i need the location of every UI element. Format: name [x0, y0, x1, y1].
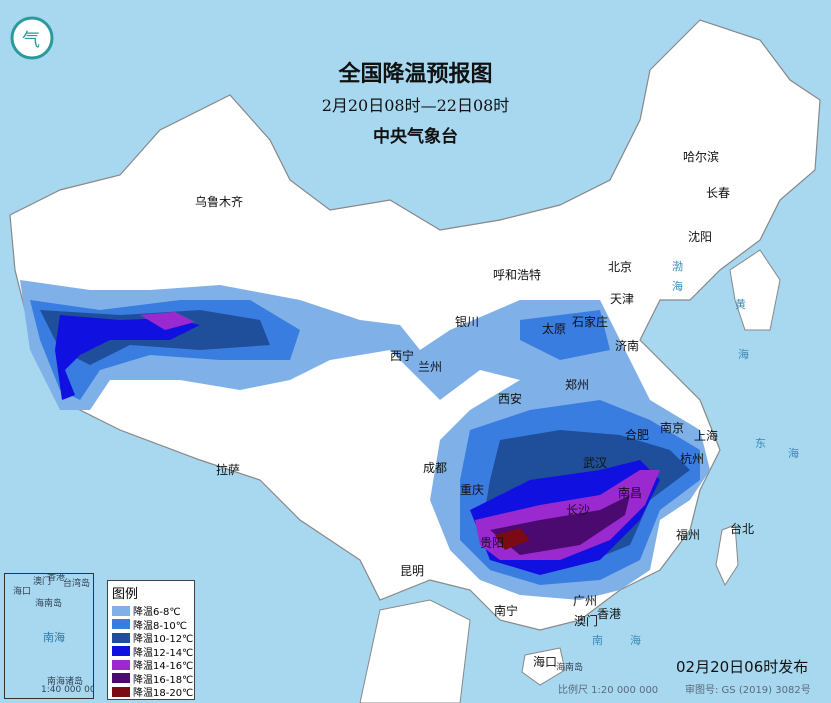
legend-swatch: [112, 673, 130, 684]
city-label: 拉萨: [216, 463, 241, 477]
legend-item: 降温6-8℃: [108, 604, 194, 618]
legend-item: 降温18-20℃: [108, 685, 194, 699]
city-label: 乌鲁木齐: [195, 195, 244, 209]
publish-time: 02月20日06时发布: [676, 658, 809, 676]
legend-swatch: [112, 659, 130, 670]
legend-title: 图例: [112, 587, 139, 602]
inset-label: 南海诸岛: [47, 677, 84, 687]
land-southeast-asia: [359, 599, 471, 703]
city-label: 杭州: [680, 452, 705, 466]
city-label: 昆明: [400, 564, 425, 578]
city-label: 南京: [660, 421, 685, 435]
cooling-12-14: [55, 315, 660, 575]
legend-item: 降温8-10℃: [108, 618, 194, 632]
legend-item: 降温16-18℃: [108, 672, 194, 686]
city-label: 天津: [610, 292, 635, 306]
city-label: 重庆: [460, 483, 485, 497]
legend-swatch: [112, 632, 130, 643]
city-label: 武汉: [583, 456, 608, 470]
legend-swatch: [112, 646, 130, 657]
map-issuer: 中央气象台: [373, 127, 458, 147]
city-label: 贵阳: [480, 536, 505, 550]
legend: 图例 降温6-8℃ 降温8-10℃ 降温10-12℃ 降温12-14℃ 降温14-16℃…: [107, 580, 195, 700]
city-label: 成都: [423, 461, 448, 475]
city-label: 太原: [542, 322, 567, 336]
sea-label: 海: [630, 634, 641, 647]
cooling-14-16: [140, 312, 660, 560]
map-scale: 比例尺 1:20 000 000: [558, 685, 659, 696]
logo-text: 气: [22, 30, 40, 51]
legend-swatch: [112, 619, 130, 630]
city-label: 上海: [694, 429, 719, 443]
cooling-18-20: [495, 528, 530, 550]
city-label: 台北: [730, 522, 755, 536]
cma-logo: [10, 16, 54, 60]
city-label: 银川: [455, 315, 480, 329]
city-label: 香港: [597, 607, 622, 621]
sea-label: 海: [788, 447, 799, 460]
inset-label: 台湾岛: [63, 579, 91, 589]
inset-scale: 1:40 000 000: [41, 685, 93, 695]
city-label: 济南: [615, 339, 640, 353]
city-label: 西宁: [390, 349, 415, 363]
city-label: 沈阳: [688, 230, 713, 244]
inset-label: 海南岛: [35, 599, 63, 609]
land-hainan: [521, 647, 566, 686]
city-label: 郑州: [565, 378, 590, 392]
sea-label: 南: [592, 634, 603, 647]
land-korea-japan: [729, 249, 781, 331]
sea-label: 黄: [735, 298, 746, 311]
city-label: 西安: [498, 392, 523, 406]
legend-swatch: [112, 605, 130, 616]
legend-swatch: [112, 686, 130, 697]
city-label: 石家庄: [572, 315, 609, 329]
legend-item: 降温12-14℃: [108, 645, 194, 659]
map-approval-number: 审图号: GS (2019) 3082号: [685, 685, 811, 696]
city-label: 澳门: [574, 614, 599, 628]
inset-label: 南海: [43, 631, 65, 644]
south-china-sea-inset: 海口 海南岛 南海 台湾岛 澳门 香港 南海诸岛 1:40 000 000: [4, 573, 94, 699]
map-period: 2月20日08时—22日08时: [321, 96, 510, 115]
city-label: 广州: [573, 594, 598, 608]
legend-label: 降温6-8℃: [133, 607, 181, 619]
legend-label: 降温14-16℃: [133, 661, 194, 673]
city-label: 长沙: [566, 503, 591, 517]
city-label: 福州: [676, 528, 701, 542]
inset-label: 香港: [47, 573, 66, 583]
city-label: 兰州: [418, 360, 443, 374]
inset-label: 海口: [13, 587, 32, 597]
island-label: 海南岛: [556, 663, 584, 673]
city-label: 南昌: [618, 486, 643, 500]
inset-label: 澳门: [33, 577, 52, 587]
city-label: 呼和浩特: [493, 268, 542, 282]
legend-label: 降温16-18℃: [133, 674, 194, 686]
legend-item: 降温14-16℃: [108, 658, 194, 672]
legend-label: 降温10-12℃: [133, 634, 194, 646]
legend-label: 降温8-10℃: [133, 620, 187, 632]
city-label: 北京: [608, 260, 633, 274]
city-label: 合肥: [625, 428, 650, 442]
sea-label: 渤: [672, 260, 683, 273]
city-label: 海口: [533, 655, 558, 669]
sea-label: 东: [755, 437, 766, 450]
legend-label: 降温12-14℃: [133, 647, 194, 659]
city-label: 哈尔滨: [683, 150, 720, 164]
legend-item: 降温10-12℃: [108, 631, 194, 645]
map-title: 全国降温预报图: [338, 62, 493, 87]
city-label: 长春: [706, 186, 731, 200]
city-label: 南宁: [494, 604, 519, 618]
sea-label: 海: [672, 280, 683, 293]
legend-label: 降温18-20℃: [133, 688, 194, 700]
sea-label: 海: [738, 348, 749, 361]
land-taiwan: [715, 524, 739, 587]
